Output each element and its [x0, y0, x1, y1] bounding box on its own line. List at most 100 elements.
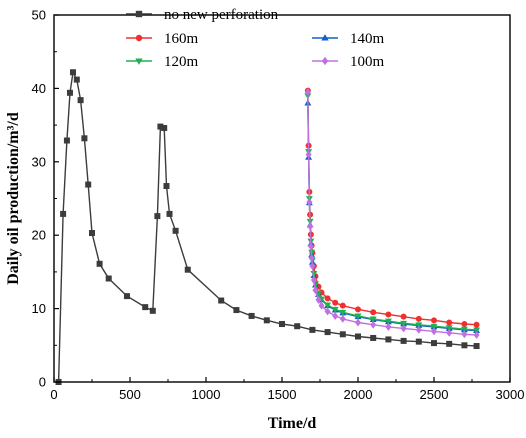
data-point [385, 311, 392, 318]
data-point [312, 286, 319, 295]
series-120m [304, 93, 481, 334]
data-point [70, 69, 76, 76]
legend-label: 140m [350, 31, 385, 47]
data-point [415, 338, 422, 345]
data-point [248, 312, 255, 319]
data-point [154, 213, 161, 220]
series-line [307, 103, 477, 332]
data-point [166, 210, 173, 217]
data-point [331, 306, 339, 313]
data-point [445, 325, 453, 332]
data-point [339, 331, 346, 338]
legend-label: 120m [164, 54, 199, 70]
x-tick-label: 3000 [496, 387, 525, 402]
data-point [263, 317, 270, 324]
y-tick-label: 10 [32, 301, 46, 316]
data-point [400, 313, 407, 320]
legend-item: 140m [312, 31, 385, 47]
data-point [60, 210, 67, 217]
data-point [279, 321, 285, 328]
legend-marker [321, 56, 329, 66]
data-point [354, 313, 362, 320]
x-tick-label: 2500 [420, 387, 449, 402]
data-point [309, 262, 316, 270]
data-point [318, 301, 325, 310]
data-point [415, 322, 423, 329]
data-point [385, 323, 392, 331]
series-line [57, 70, 477, 383]
x-tick-label: 0 [50, 387, 57, 402]
series-line [307, 90, 477, 326]
data-point [149, 307, 156, 314]
data-point [446, 340, 453, 347]
x-axis-title: Time/d [268, 415, 317, 432]
data-point [355, 318, 361, 327]
data-point [370, 309, 377, 316]
y-tick-label: 50 [32, 8, 46, 23]
data-point [400, 324, 407, 333]
data-point [157, 123, 164, 130]
data-point [332, 299, 339, 306]
legend-label: 100m [350, 54, 385, 70]
series-line [307, 95, 477, 331]
series-140m [304, 99, 481, 334]
legend: no new perforation 160m 140m 120m 100m [126, 7, 385, 70]
data-point [430, 323, 438, 330]
data-point [431, 317, 437, 324]
data-point [400, 337, 407, 344]
data-point [400, 320, 408, 327]
data-point [461, 330, 468, 339]
data-point [310, 276, 317, 284]
tick-labels: 0 500 1000 1500 2000 2500 3000 0 10 20 30 40 50 [32, 8, 525, 403]
data-point [123, 293, 130, 300]
data-point [339, 302, 346, 309]
data-point [324, 329, 331, 336]
series-160m [304, 87, 480, 328]
legend-item: 120m [126, 54, 199, 70]
data-point [431, 327, 437, 336]
data-point [73, 76, 80, 83]
data-point [461, 342, 468, 349]
y-tick-label: 20 [32, 228, 46, 243]
x-tick-label: 1500 [268, 387, 297, 402]
data-point [89, 229, 95, 236]
data-point [305, 150, 312, 159]
legend-item: no new perforation [126, 7, 279, 23]
data-point [446, 319, 453, 326]
x-tick-label: 2000 [344, 387, 373, 402]
data-point [315, 295, 322, 304]
data-point [355, 306, 361, 313]
y-tick-label: 40 [32, 81, 46, 96]
data-point [304, 88, 311, 96]
legend-item: 100m [312, 54, 385, 70]
data-point [324, 302, 332, 309]
plot-marks [55, 69, 481, 385]
data-point [63, 137, 70, 144]
data-point [161, 125, 168, 132]
data-point [370, 320, 377, 329]
data-point [446, 328, 453, 337]
legend-marker [135, 58, 143, 65]
x-tick-label: 500 [119, 387, 141, 402]
data-point [473, 321, 480, 328]
data-point [324, 307, 331, 316]
data-point [308, 254, 315, 262]
data-point [163, 183, 170, 190]
data-point [81, 135, 88, 142]
x-tick-label: 1000 [192, 387, 221, 402]
series-100m [304, 88, 480, 339]
data-point [306, 198, 313, 207]
y-tick-label: 0 [39, 375, 46, 390]
data-point [370, 334, 377, 341]
data-point [307, 222, 314, 231]
data-point [85, 181, 92, 188]
data-point [355, 333, 361, 340]
legend-marker [135, 34, 143, 42]
y-tick-label: 30 [32, 154, 46, 169]
data-point [473, 343, 480, 350]
data-point [461, 321, 468, 328]
data-point [324, 295, 331, 302]
data-point [473, 331, 480, 339]
